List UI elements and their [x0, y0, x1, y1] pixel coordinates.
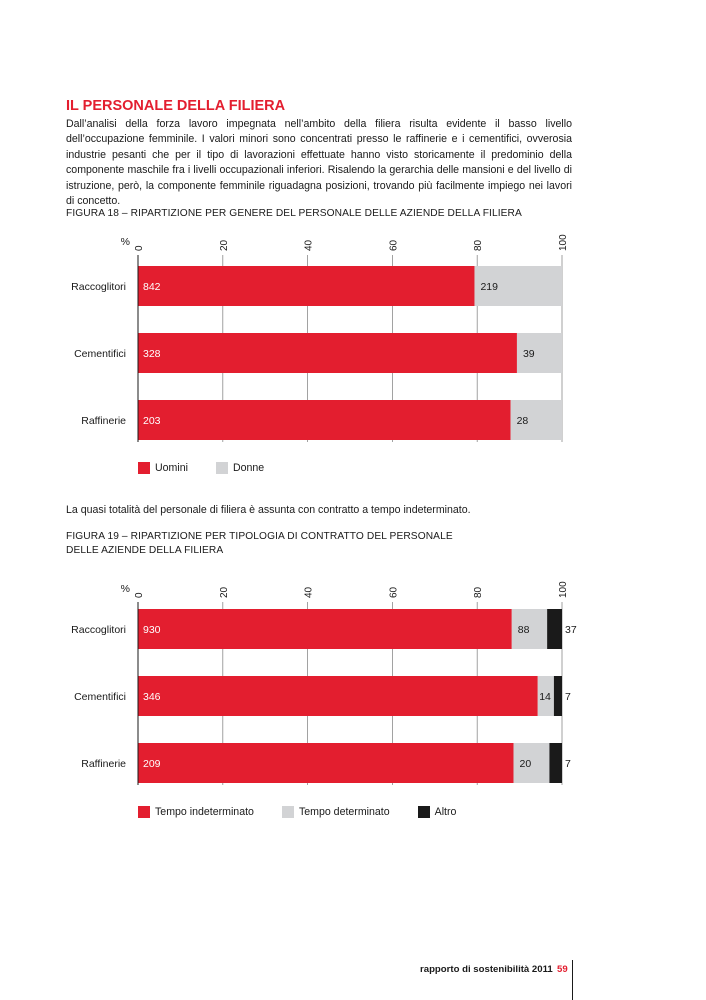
bar-altro: [547, 609, 562, 649]
figure-18-title: FIGURA 18 – RIPARTIZIONE PER GENERE DEL …: [66, 208, 522, 219]
data-label: 930: [143, 624, 161, 636]
legend-item-donne: Donne: [215, 462, 265, 474]
tick-label: 0: [134, 592, 145, 598]
tick-label: 100: [558, 234, 569, 251]
bar-uomini: [138, 400, 511, 440]
tick-label: 20: [219, 239, 230, 251]
tick-label: 80: [473, 239, 484, 251]
legend-label: Uomini: [155, 462, 188, 474]
data-label: 219: [480, 281, 498, 293]
legend-item-tempo-indeterminato: Tempo indeterminato: [138, 806, 254, 818]
bar-donne: [474, 266, 562, 306]
tick-label: 80: [473, 586, 484, 598]
contract-summary-text: La quasi totalità del personale di filie…: [66, 504, 471, 516]
legend-label: Tempo determinato: [298, 806, 390, 818]
legend-swatch: [417, 806, 430, 818]
bar-tempo-indeterminato: [138, 676, 538, 716]
data-label: 39: [523, 348, 535, 360]
data-label: 7: [565, 691, 571, 703]
bar-altro: [553, 676, 562, 716]
data-label: 209: [143, 758, 161, 770]
legend-swatch: [215, 462, 228, 474]
axis-unit-label: %: [121, 583, 130, 595]
legend-swatch: [281, 806, 294, 818]
bar-tempo-indeterminato: [138, 743, 514, 783]
legend-swatch: [138, 462, 150, 474]
data-label: 37: [565, 624, 577, 636]
figure-19-title: FIGURA 19 – RIPARTIZIONE PER TIPOLOGIA D…: [66, 531, 453, 556]
category-label: Raffinerie: [81, 415, 126, 427]
data-label: 20: [519, 758, 531, 770]
data-label: 28: [517, 415, 529, 427]
bar-donne: [516, 333, 562, 373]
axis-unit-label: %: [121, 236, 130, 248]
bar-altro: [549, 743, 562, 783]
legend-label: Tempo indeterminato: [155, 806, 254, 818]
legend-item-altro: Altro: [417, 806, 457, 818]
legend-label: Altro: [434, 806, 457, 818]
figure-18-chart: % 0 20 40 60 80 100 Raccoglitori 842 219 Cementifi…: [71, 234, 569, 442]
category-label: Cementifici: [74, 691, 126, 703]
bar-tempo-indeterminato: [138, 609, 512, 649]
figure-18-legend: Uomini Donne: [138, 462, 264, 474]
figure-19-chart: % 0 20 40 60 80 100 Raccoglitori 930 88 37 Cementif…: [71, 581, 577, 785]
legend-label: Donne: [232, 462, 265, 474]
data-label: 88: [518, 624, 530, 636]
figure-19-legend: Tempo indeterminato Tempo determinato Altr…: [138, 806, 456, 818]
page-number: 59: [557, 964, 568, 975]
bar-tempo-determinato: [511, 609, 548, 649]
tick-label: 0: [134, 245, 145, 251]
legend-item-uomini: Uomini: [138, 462, 188, 474]
data-label: 14: [539, 691, 551, 703]
tick-label: 60: [388, 586, 399, 598]
tick-label: 100: [558, 581, 569, 598]
bar-tempo-determinato: [513, 743, 550, 783]
tick-label: 40: [304, 239, 315, 251]
data-label: 346: [143, 691, 161, 703]
bar-uomini: [138, 333, 517, 373]
footer-text: rapporto di sostenibilità 2011: [420, 964, 553, 975]
bar-tempo-determinato: [537, 676, 554, 716]
bar-uomini: [138, 266, 475, 306]
data-label: 7: [565, 758, 571, 770]
tick-label: 60: [388, 239, 399, 251]
tick-label: 20: [219, 586, 230, 598]
legend-item-tempo-determinato: Tempo determinato: [281, 806, 390, 818]
data-label: 842: [143, 281, 161, 293]
bar-donne: [510, 400, 562, 440]
category-label: Raccoglitori: [71, 281, 126, 293]
section-title: IL PERSONALE DELLA FILIERA: [66, 98, 286, 114]
data-label: 328: [143, 348, 161, 360]
intro-paragraph: Dall’analisi della forza lavoro impegnat…: [66, 118, 572, 208]
footer-rule: [572, 960, 573, 1000]
category-label: Raffinerie: [81, 758, 126, 770]
category-label: Cementifici: [74, 348, 126, 360]
tick-label: 40: [304, 586, 315, 598]
legend-swatch: [138, 806, 150, 818]
data-label: 203: [143, 415, 161, 427]
category-label: Raccoglitori: [71, 624, 126, 636]
